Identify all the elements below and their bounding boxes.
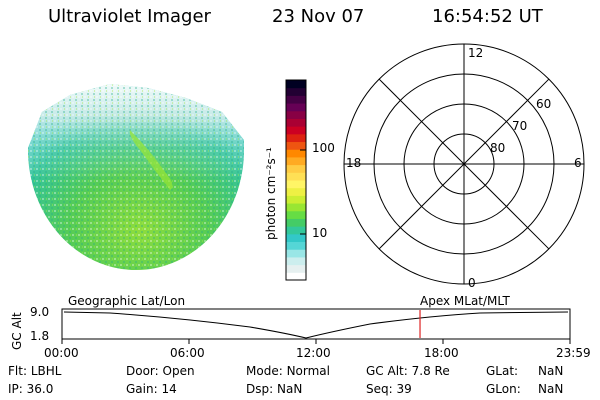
colorbar-cell <box>286 210 306 219</box>
info-mode: Mode: Normal <box>246 364 330 378</box>
colorbar-cell <box>286 264 306 273</box>
colorbar-cell <box>286 156 306 166</box>
colorbar-cell <box>286 272 306 281</box>
timeline-tick-1800: 18:00 <box>424 346 459 360</box>
polar-label-0: 0 <box>468 276 476 290</box>
info-dsp: Dsp: NaN <box>246 382 303 396</box>
info-seq: Seq: 39 <box>366 382 412 396</box>
timeline-tick-0000: 00:00 <box>44 346 79 360</box>
colorbar-tick-label-10: 10 <box>312 226 328 240</box>
polar-label-18: 18 <box>346 156 362 170</box>
info-door: Door: Open <box>126 364 195 378</box>
timeline-left-label: Geographic Lat/Lon <box>68 294 186 308</box>
colorbar-cell <box>286 141 306 150</box>
timeline-tick-1200: 12:00 <box>296 346 331 360</box>
info-glat: GLat: <box>486 364 519 378</box>
info-gain: Gain: 14 <box>126 382 177 396</box>
info-gc-alt: GC Alt: 7.8 Re <box>366 364 450 378</box>
timeline-tick-0600: 06:00 <box>170 346 205 360</box>
polar-label-12: 12 <box>468 46 484 60</box>
colorbar-cell <box>286 87 306 96</box>
polar-label-80: 80 <box>490 141 506 155</box>
colorbar-cell <box>286 103 306 112</box>
colorbar-cell <box>286 256 306 266</box>
auroral-arc <box>129 130 173 190</box>
colorbar-cell <box>286 126 306 135</box>
timeline-tick-2359: 23:59 <box>556 346 591 360</box>
colorbar-cell <box>286 187 306 196</box>
colorbar-cell <box>286 203 306 212</box>
timeline-y-max: 9.0 <box>30 305 50 319</box>
colorbar-cell <box>286 110 306 119</box>
time-label: 16:54:52 UT <box>432 6 543 27</box>
colorbar-cell <box>286 195 306 204</box>
info-flt: Flt: LBHL <box>8 364 62 378</box>
colorbar-cell <box>286 218 306 227</box>
colorbar-cell <box>286 118 306 127</box>
colorbar-cell <box>286 226 306 235</box>
colorbar-cell <box>286 233 306 243</box>
colorbar-tick-label-100: 100 <box>312 141 335 155</box>
timeline-curve <box>63 311 569 339</box>
polar-label-60: 60 <box>536 97 552 111</box>
colorbar-cell <box>286 172 306 181</box>
colorbar-cell <box>286 133 306 143</box>
colorbar-cell <box>286 95 306 104</box>
colorbar-cell <box>286 149 306 158</box>
colorbar-cell <box>286 164 306 173</box>
colorbar-cell <box>286 80 306 89</box>
polar-label-70: 70 <box>512 119 528 133</box>
timeline-right-label: Apex MLat/MLT <box>420 294 510 308</box>
info-ip: IP: 36.0 <box>8 382 54 396</box>
colorbar-cell <box>286 249 306 258</box>
colorbar-cell <box>286 180 306 189</box>
polar-label-6: 6 <box>574 156 582 170</box>
instrument-title: Ultraviolet Imager <box>48 6 211 27</box>
info-glat-value: NaN <box>538 364 564 378</box>
colorbar-cell <box>286 241 306 250</box>
timeline-y-min: 1.8 <box>30 329 50 343</box>
info-glon: GLon: <box>486 382 521 396</box>
info-glon-value: NaN <box>538 382 564 396</box>
date-label: 23 Nov 07 <box>272 6 365 27</box>
timeline-frame <box>61 308 571 340</box>
